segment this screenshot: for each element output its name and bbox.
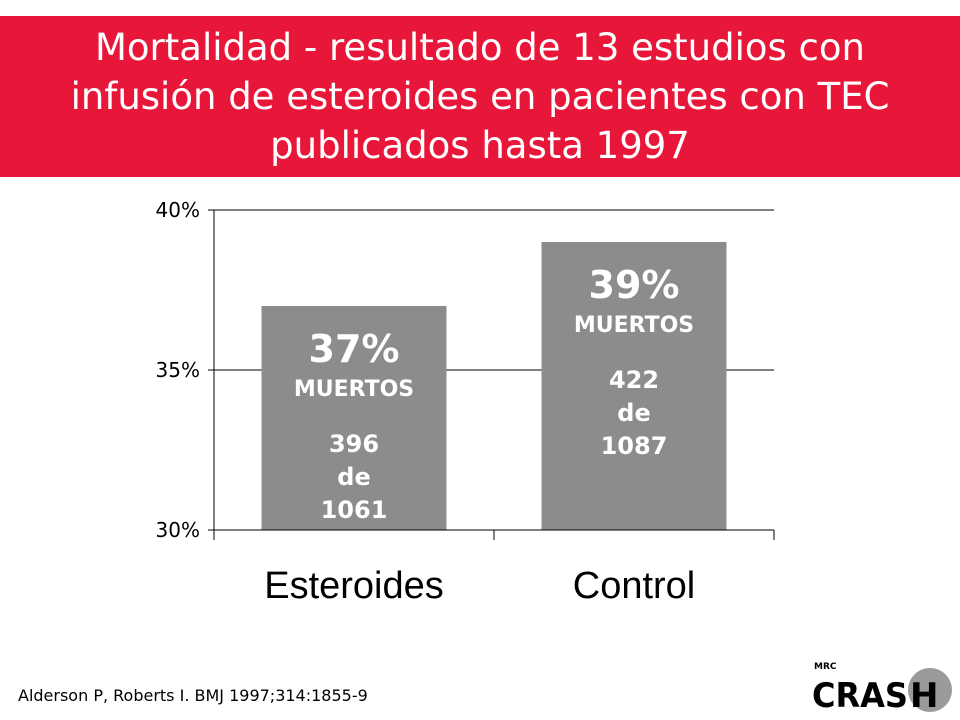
bar-count-label: 422 [609,366,659,394]
logo-cras-text: CRAS [812,676,908,714]
x-category-label: Control [573,565,696,607]
title-banner: Mortalidad - resultado de 13 estudios co… [0,16,960,177]
bar-count-label: de [337,463,370,491]
bar-count-label: de [617,399,650,427]
bar-percent-label: 37% [309,327,400,371]
bar-count-label: 396 [329,430,379,458]
chart-axes [208,209,775,540]
crash-logo: MRC CRAS H [812,662,952,714]
chart-bars [261,242,727,530]
chart-labels: 30% 35% 40% Esteroides Control 37% MUERTOS 396 d… [156,198,696,607]
logo-brain-shape [908,668,952,712]
logo-mrc-text: MRC [814,662,837,672]
bar-count-label: 1061 [321,496,388,524]
logo-h-text: H [910,676,938,714]
slide-title: Mortalidad - resultado de 13 estudios co… [70,26,890,167]
bar-muertos-label: MUERTOS [294,377,414,402]
bar-count-label: 1087 [601,432,668,460]
bar-esteroides [261,306,447,530]
bar-percent-label: 39% [589,263,680,307]
bar-muertos-label: MUERTOS [574,313,694,338]
bar-control [541,242,727,530]
citation: Alderson P, Roberts I. BMJ 1997;314:1855… [18,686,368,705]
x-category-label: Esteroides [264,565,444,607]
y-tick-label: 35% [156,358,200,382]
y-tick-label: 30% [156,518,200,542]
y-tick-label: 40% [156,198,200,222]
